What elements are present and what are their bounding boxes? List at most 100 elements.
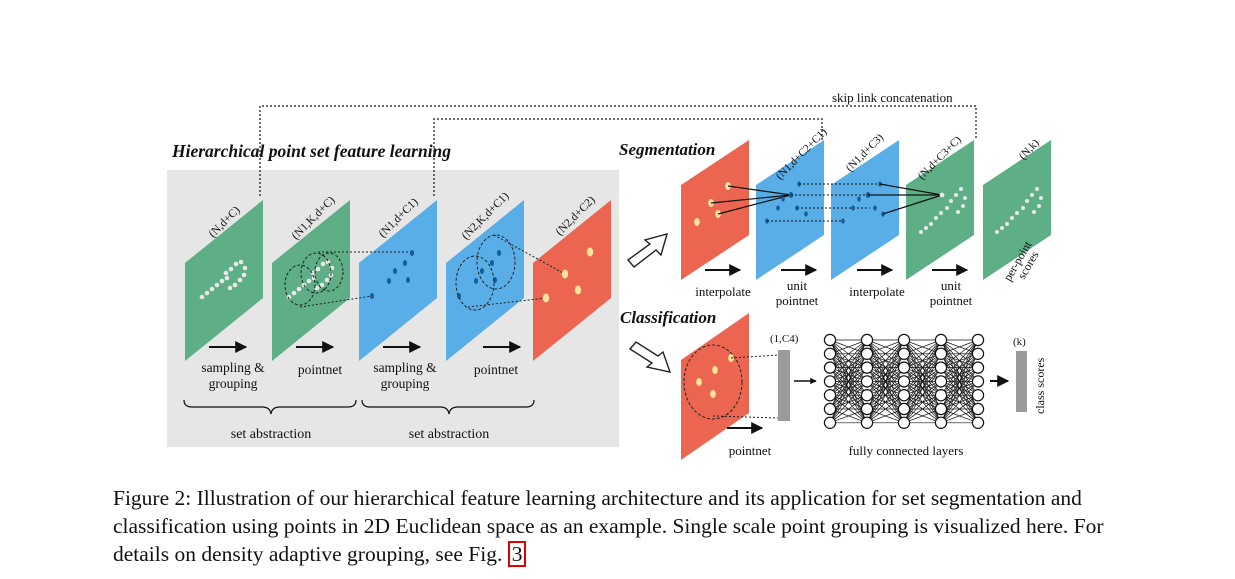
fc-neuron <box>860 347 874 360</box>
seg-plane-blue-2 <box>831 140 899 280</box>
fc-neuron <box>971 416 985 429</box>
seg-interp-lines-2 <box>868 183 943 215</box>
fc-edge <box>829 339 868 368</box>
fc-edge <box>829 339 868 396</box>
fc-edge <box>866 381 905 424</box>
caption-text: Figure 2: Illustration of our hierarchic… <box>113 486 1104 566</box>
fc-edge <box>940 339 979 410</box>
fc-edge <box>940 367 979 423</box>
k-label: (k) <box>1013 336 1026 348</box>
fc-edge <box>866 339 905 382</box>
global-feature-label: (1,C4) <box>770 333 799 345</box>
fc-neuron <box>971 333 985 347</box>
fc-neuron <box>897 333 911 347</box>
fc-edge <box>903 339 942 396</box>
fc-neuron <box>823 375 837 388</box>
cls-pointnet-label: pointnet <box>729 443 772 458</box>
fc-edge <box>903 339 942 410</box>
figure-caption: Figure 2: Illustration of our hierarchic… <box>113 484 1113 568</box>
seg-plane-blue-1 <box>756 140 824 280</box>
points-plane-3 <box>370 250 414 299</box>
fc-edge <box>903 381 942 424</box>
fc-neuron <box>823 347 837 360</box>
fc-neuron <box>971 347 985 360</box>
fc-edge <box>903 394 942 424</box>
seg-op-interpolate-1: interpolate <box>695 284 751 299</box>
points-plane-4 <box>457 250 501 299</box>
seg-plane-red <box>681 140 749 280</box>
seg-op-pointnet-2: pointnet <box>930 293 973 308</box>
fc-edge <box>903 353 942 423</box>
fc-neuron <box>971 402 985 416</box>
fc-edge <box>903 339 942 368</box>
seg-points-green-2 <box>995 187 1043 234</box>
fc-neuron <box>823 416 837 429</box>
fc-edge <box>940 394 979 424</box>
hier-op-labels: sampling & grouping pointnet sampling & … <box>201 360 518 391</box>
fc-neuron <box>823 333 837 347</box>
seg-op-labels: interpolate unit pointnet interpolate un… <box>695 278 972 308</box>
fully-connected-network <box>823 333 985 429</box>
fc-neuron <box>897 347 911 360</box>
seg-points-green-1 <box>919 187 967 234</box>
fc-edge <box>866 339 905 368</box>
fc-edge <box>940 339 979 355</box>
fc-neuron <box>934 361 948 374</box>
fc-edge <box>829 339 868 410</box>
fc-neuron <box>897 375 911 388</box>
fc-edge <box>829 339 868 382</box>
fc-neuron <box>934 347 948 360</box>
fc-edge <box>829 367 868 423</box>
fc-neuron <box>934 416 948 429</box>
hollow-arrows <box>626 232 672 373</box>
fc-neuron <box>860 402 874 416</box>
seg-unit-pointnet-lines <box>767 183 880 222</box>
fc-edge <box>940 353 979 423</box>
fc-neuron <box>897 402 911 416</box>
op-grouping-1: grouping <box>209 376 258 391</box>
global-feature-vector <box>778 350 790 421</box>
classification-title: Classification <box>620 308 716 327</box>
fc-neuron <box>860 361 874 374</box>
fc-neuron <box>934 402 948 416</box>
fc-edge <box>903 367 942 423</box>
cls-group-circle <box>683 344 743 420</box>
plane-n2-k-d-c1 <box>446 200 524 361</box>
segmentation-title: Segmentation <box>619 140 715 159</box>
fc-neuron <box>897 389 911 402</box>
grouping-projection-2 <box>467 234 566 308</box>
fc-neuron <box>971 375 985 388</box>
fc-edge <box>829 339 868 355</box>
seg-interp-lines-1 <box>710 185 792 215</box>
fc-edge <box>866 339 905 396</box>
fc-edge <box>829 408 868 424</box>
figure-reference-link[interactable]: 3 <box>507 541 527 567</box>
fc-edge <box>866 353 905 423</box>
grouping-circles-2 <box>455 234 516 311</box>
fc-edge <box>903 339 942 355</box>
grouping-projection-1 <box>299 251 412 308</box>
plane-n2-d-c2 <box>533 200 611 361</box>
fc-neuron <box>823 402 837 416</box>
fc-neuron <box>897 361 911 374</box>
hollow-arrow-seg <box>626 232 669 268</box>
fc-edge <box>866 408 905 424</box>
hierarchical-title: Hierarchical point set feature learning <box>171 141 451 161</box>
fc-neuron <box>860 389 874 402</box>
fc-neuron <box>934 389 948 402</box>
fc-neuron <box>971 361 985 374</box>
fc-edge <box>866 339 905 410</box>
seg-plane-green-2 <box>983 140 1051 280</box>
fc-edge <box>866 339 905 355</box>
fc-neuron <box>860 416 874 429</box>
fc-edge <box>940 408 979 424</box>
fc-edge <box>829 353 868 423</box>
fc-neuron <box>934 375 948 388</box>
fc-edge <box>940 339 979 382</box>
op-grouping-2: grouping <box>381 376 430 391</box>
fc-neuron <box>823 361 837 374</box>
seg-op-unit-2: unit <box>941 278 962 293</box>
skip-link-label: skip link concatenation <box>832 90 953 105</box>
class-scores-label: class scores <box>1033 357 1047 414</box>
